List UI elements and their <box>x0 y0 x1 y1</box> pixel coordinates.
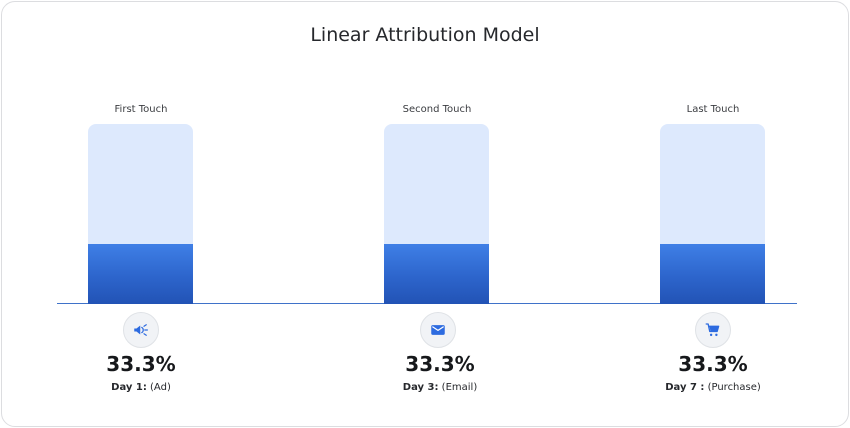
day-label-second-touch: Day 3: (Email) <box>340 382 540 393</box>
cart-icon-glyph <box>705 323 720 337</box>
channel-second-touch: (Email) <box>441 382 478 393</box>
chart-title: Linear Attribution Model <box>310 24 540 46</box>
email-icon <box>420 312 456 348</box>
channel-last-touch: (Purchase) <box>707 382 761 393</box>
day-label-last-touch: Day 7 : (Purchase) <box>613 382 813 393</box>
value-label-second-touch: 33.3% <box>405 352 475 376</box>
day-number-second-touch: Day 3: <box>402 382 439 393</box>
bar-track-first-touch <box>88 124 193 304</box>
bar-second-touch <box>384 244 489 304</box>
day-number-last-touch: Day 7 : <box>665 382 705 393</box>
channel-first-touch: (Ad) <box>150 382 171 393</box>
category-label-second-touch: Second Touch <box>402 104 472 115</box>
category-label-last-touch: Last Touch <box>686 104 740 115</box>
value-label-first-touch: 33.3% <box>106 352 176 376</box>
day-label-first-touch: Day 1: (Ad) <box>41 382 241 393</box>
bar-first-touch <box>88 244 193 304</box>
category-label-first-touch: First Touch <box>114 104 168 115</box>
cart-icon <box>695 312 731 348</box>
bar-last-touch <box>660 244 765 304</box>
megaphone-icon <box>123 312 159 348</box>
value-label-last-touch: 33.3% <box>678 352 748 376</box>
megaphone-icon-glyph <box>134 324 148 336</box>
bar-track-last-touch <box>660 124 765 304</box>
day-number-first-touch: Day 1: <box>111 382 147 393</box>
bar-track-second-touch <box>384 124 489 304</box>
email-icon-glyph <box>431 325 445 335</box>
